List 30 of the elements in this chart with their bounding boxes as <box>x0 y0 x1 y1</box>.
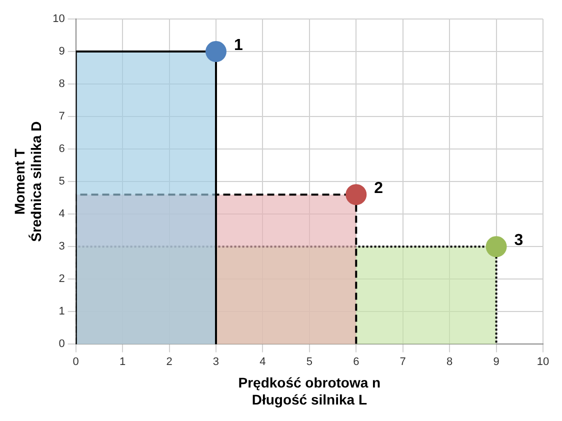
x-tick-label: 4 <box>260 356 266 368</box>
y-tick-label: 5 <box>58 176 65 188</box>
y-tick-label: 2 <box>58 273 65 286</box>
y-tick-label: 0 <box>58 338 65 350</box>
y-tick-label: 7 <box>58 110 65 123</box>
x-tick-label: 1 <box>119 356 126 368</box>
point <box>205 41 226 62</box>
y-tick-label: 1 <box>58 306 65 318</box>
y-tick-label: 6 <box>58 143 65 156</box>
y-tick-label: 9 <box>58 46 65 58</box>
x-tick-label: 0 <box>72 356 79 368</box>
series-label: 1 <box>234 36 243 54</box>
x-tick-label: 6 <box>353 356 360 368</box>
x-tick-label: 8 <box>446 356 453 368</box>
x-axis-title: Prędkość obrotowa n Długość silnika L <box>238 374 381 408</box>
x-tick-label: 5 <box>306 356 312 368</box>
y-tick-label: 4 <box>58 208 65 220</box>
x-tick-label: 3 <box>212 356 220 368</box>
series-label: 2 <box>374 180 384 198</box>
point <box>486 236 507 258</box>
x-tick-label: 7 <box>400 356 406 368</box>
x-tick-label: 10 <box>536 356 550 368</box>
y-axis-title: Moment T Średnica silnika D <box>11 121 44 242</box>
x-tick-label: 9 <box>493 356 500 368</box>
y-tick-label: 3 <box>58 240 65 253</box>
x-tick-label: 2 <box>166 356 172 368</box>
series-label: 3 <box>514 232 524 250</box>
point <box>346 184 367 206</box>
y-tick-label: 8 <box>58 78 65 90</box>
y-tick-label: 10 <box>52 13 65 26</box>
